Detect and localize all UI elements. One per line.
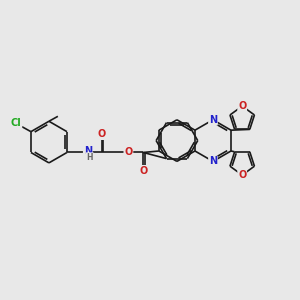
Text: N: N <box>84 146 92 156</box>
Text: H: H <box>86 153 93 162</box>
Text: Cl: Cl <box>11 118 21 128</box>
Text: O: O <box>238 101 246 111</box>
Text: N: N <box>209 156 217 167</box>
Text: O: O <box>124 148 133 158</box>
Text: N: N <box>209 115 217 125</box>
Text: O: O <box>98 129 106 139</box>
Text: O: O <box>139 166 147 176</box>
Text: O: O <box>238 170 246 180</box>
